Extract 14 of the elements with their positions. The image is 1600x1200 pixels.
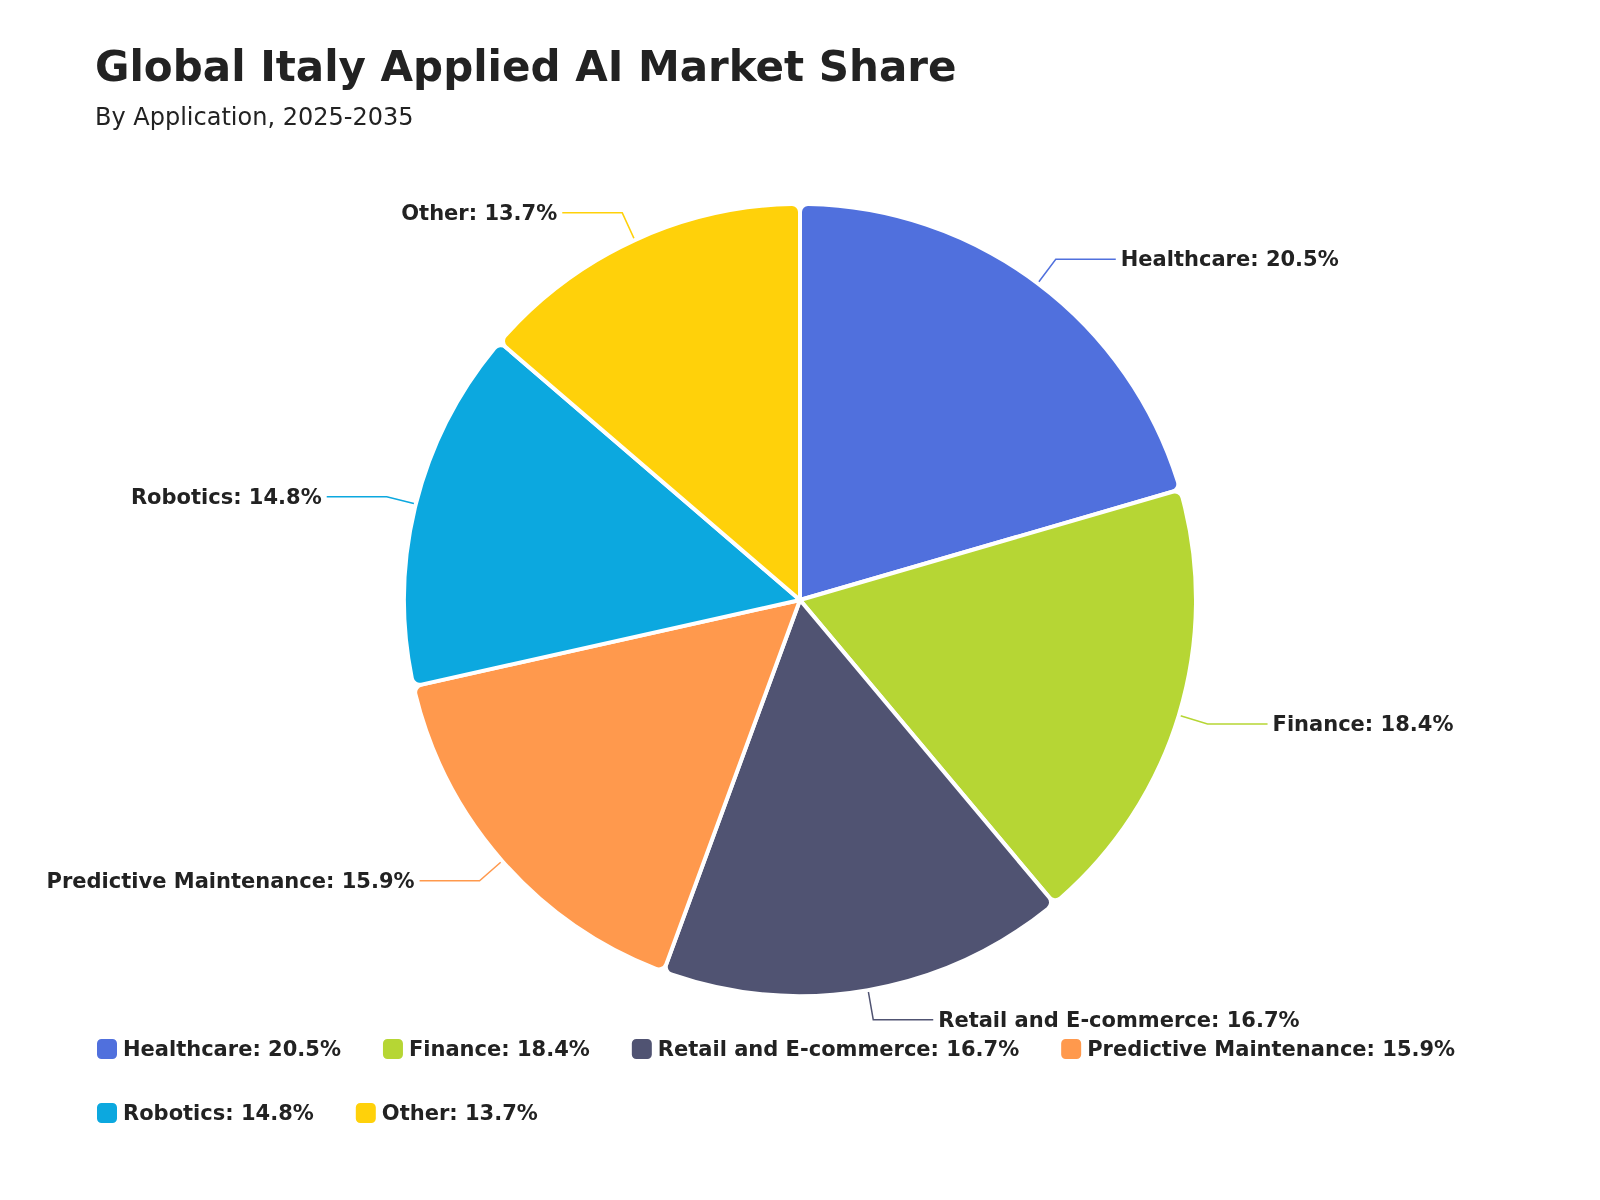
legend-label: Healthcare: 20.5% bbox=[123, 1037, 341, 1061]
chart-subtitle: By Application, 2025-2035 bbox=[95, 103, 414, 131]
slice-label: Retail and E-commerce: 16.7% bbox=[938, 1007, 1300, 1032]
slice-label: Finance: 18.4% bbox=[1272, 711, 1454, 736]
slice-label: Predictive Maintenance: 15.9% bbox=[46, 868, 415, 893]
chart-title: Global Italy Applied AI Market Share bbox=[95, 41, 957, 91]
legend-label: Finance: 18.4% bbox=[408, 1037, 590, 1061]
legend-label: Other: 13.7% bbox=[381, 1101, 538, 1125]
slice-label: Healthcare: 20.5% bbox=[1120, 247, 1339, 272]
slice-label: Other: 13.7% bbox=[401, 200, 558, 225]
legend-label: Predictive Maintenance: 15.9% bbox=[1087, 1037, 1456, 1061]
legend-label: Retail and E-commerce: 16.7% bbox=[657, 1037, 1020, 1061]
legend-label: Robotics: 14.8% bbox=[123, 1101, 314, 1125]
slice-label: Robotics: 14.8% bbox=[130, 484, 322, 509]
